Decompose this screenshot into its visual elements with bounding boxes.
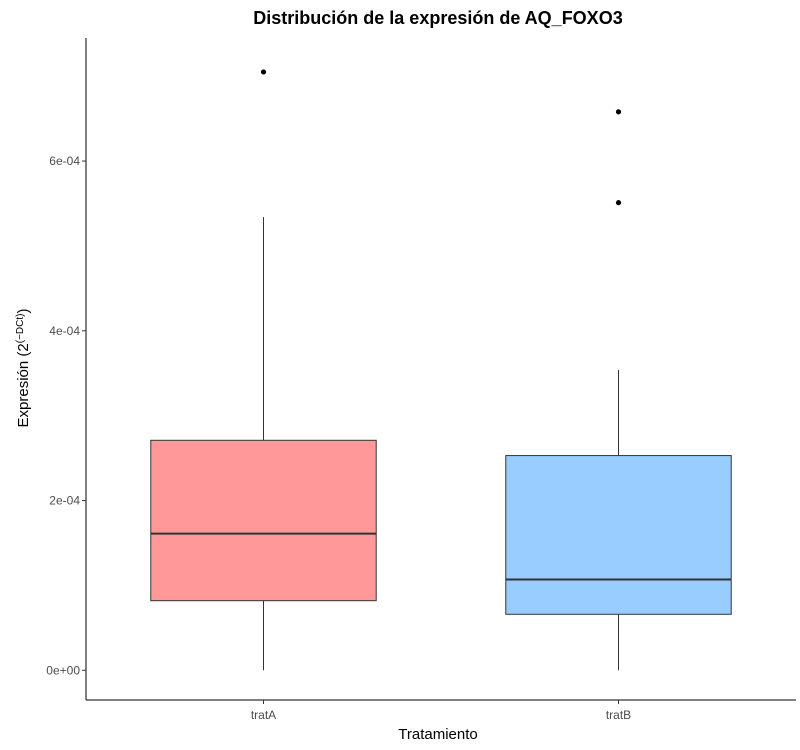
box-tratB xyxy=(505,455,732,615)
outlier-point-tratB-2 xyxy=(615,109,622,115)
y-axis-title: Expresión (2(−DCt)) xyxy=(15,309,33,428)
y-tick-label: 0e+00 xyxy=(46,663,80,677)
y-tick-label: 4e-04 xyxy=(49,324,80,338)
x-tick-label: tratA xyxy=(251,708,276,722)
y-axis-title-close: ) xyxy=(15,309,32,314)
outlier-point-tratA-1 xyxy=(260,69,267,75)
y-tick-label: 6e-04 xyxy=(49,154,80,168)
y-tick-label: 2e-04 xyxy=(49,494,80,508)
x-axis-title: Tratamiento xyxy=(398,726,477,743)
y-axis-ticks: 0e+00 2e-04 4e-04 6e-04 xyxy=(46,154,86,677)
y-axis-title-superscript: (−DCt) xyxy=(15,314,26,344)
x-axis-ticks: tratA tratB xyxy=(251,700,631,722)
plot-area xyxy=(150,69,732,671)
x-tick-label: tratB xyxy=(606,708,631,722)
box-tratA xyxy=(150,439,377,602)
chart-title: Distribución de la expresión de AQ_FOXO3 xyxy=(253,8,622,28)
outlier-point-tratB-1 xyxy=(615,200,622,206)
y-axis-title-main: Expresión (2 xyxy=(15,343,32,427)
